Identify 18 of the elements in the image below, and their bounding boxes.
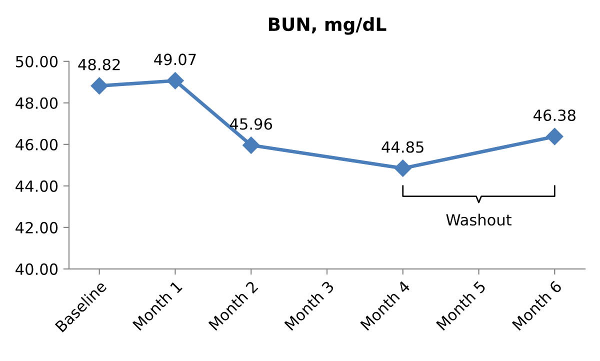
data-label: 44.85 — [382, 141, 424, 153]
point — [394, 160, 412, 177]
data-label: 45.96 — [230, 118, 272, 130]
data-label: 48.82 — [78, 58, 120, 70]
y-tick-label: 46.00 — [16, 138, 58, 150]
chart-title: BUN, mg/dL — [268, 17, 386, 35]
point — [90, 77, 108, 94]
y-tick-label: 40.00 — [16, 263, 58, 275]
data-label: 46.38 — [534, 109, 576, 122]
y-tick-label: 48.00 — [16, 97, 58, 109]
point — [242, 136, 260, 154]
point — [166, 72, 184, 90]
point — [546, 128, 564, 146]
data-label: 49.07 — [154, 54, 196, 66]
annotation: Washout — [446, 214, 512, 226]
y-tick-label: 42.00 — [16, 222, 58, 234]
y-tick-label: 50.00 — [16, 56, 58, 68]
y-tick-label: 44.00 — [16, 180, 58, 192]
